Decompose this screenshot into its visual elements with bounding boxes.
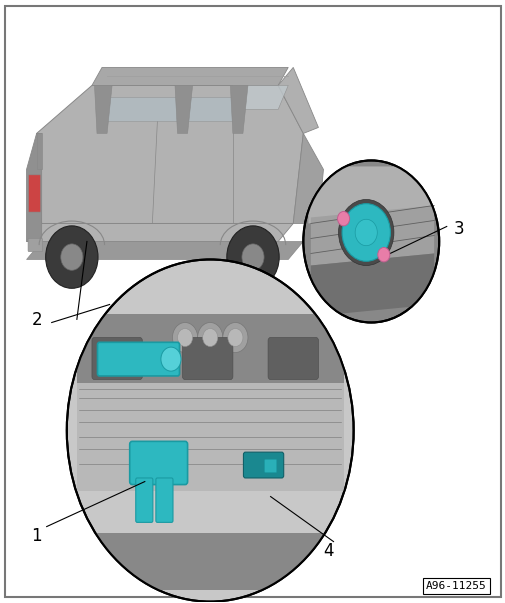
Polygon shape xyxy=(310,206,433,265)
Circle shape xyxy=(61,244,83,270)
Circle shape xyxy=(355,219,377,245)
FancyBboxPatch shape xyxy=(156,478,173,522)
FancyBboxPatch shape xyxy=(97,343,179,376)
Polygon shape xyxy=(36,133,41,169)
Circle shape xyxy=(226,226,279,288)
Polygon shape xyxy=(102,98,182,121)
Polygon shape xyxy=(36,86,302,224)
Polygon shape xyxy=(293,133,323,224)
FancyBboxPatch shape xyxy=(182,338,232,379)
Circle shape xyxy=(172,323,197,353)
FancyBboxPatch shape xyxy=(28,238,42,251)
Circle shape xyxy=(341,204,390,261)
FancyBboxPatch shape xyxy=(28,175,40,212)
Polygon shape xyxy=(182,98,237,121)
Circle shape xyxy=(197,323,222,353)
FancyBboxPatch shape xyxy=(92,338,142,379)
FancyBboxPatch shape xyxy=(264,459,276,473)
Polygon shape xyxy=(26,241,302,259)
Polygon shape xyxy=(26,133,41,241)
Text: 2: 2 xyxy=(31,311,42,329)
FancyBboxPatch shape xyxy=(77,314,343,382)
Text: 4: 4 xyxy=(323,541,333,560)
FancyBboxPatch shape xyxy=(268,338,318,379)
Circle shape xyxy=(241,244,264,270)
Text: 1: 1 xyxy=(31,526,42,545)
Circle shape xyxy=(377,247,389,262)
Circle shape xyxy=(45,226,98,288)
FancyBboxPatch shape xyxy=(243,452,283,478)
Polygon shape xyxy=(92,68,288,86)
Circle shape xyxy=(222,323,247,353)
Circle shape xyxy=(227,329,242,347)
Polygon shape xyxy=(26,224,293,241)
Text: A96-11255: A96-11255 xyxy=(425,581,486,591)
Polygon shape xyxy=(278,68,318,133)
Polygon shape xyxy=(94,86,112,133)
Polygon shape xyxy=(232,86,288,109)
FancyBboxPatch shape xyxy=(129,441,187,485)
Polygon shape xyxy=(175,86,192,133)
Polygon shape xyxy=(310,253,433,317)
Circle shape xyxy=(161,347,181,371)
Polygon shape xyxy=(308,166,433,224)
Circle shape xyxy=(302,160,438,323)
FancyBboxPatch shape xyxy=(77,382,343,491)
Circle shape xyxy=(67,259,353,602)
FancyBboxPatch shape xyxy=(135,478,153,522)
Text: 3: 3 xyxy=(453,221,464,238)
FancyBboxPatch shape xyxy=(77,532,343,590)
Circle shape xyxy=(337,212,349,226)
Circle shape xyxy=(177,329,192,347)
Circle shape xyxy=(203,329,217,347)
Circle shape xyxy=(338,200,393,265)
Polygon shape xyxy=(230,86,247,133)
